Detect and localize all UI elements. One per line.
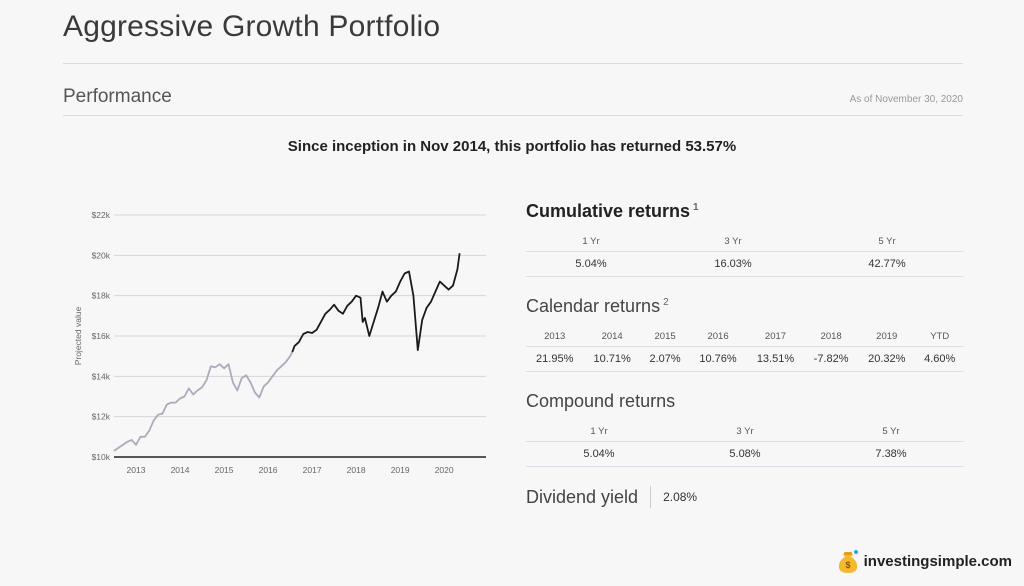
column-header: 3 Yr xyxy=(656,232,811,252)
return-value: 5.04% xyxy=(526,251,657,277)
return-value: 10.71% xyxy=(583,346,641,372)
y-tick-label: $16k xyxy=(92,331,111,341)
divider xyxy=(650,486,652,508)
historical-value-line xyxy=(113,351,294,452)
x-tick-label: 2018 xyxy=(347,465,366,475)
column-header: 5 Yr xyxy=(818,422,964,442)
y-axis-label: Projected value xyxy=(73,306,83,365)
return-value: 4.60% xyxy=(915,346,964,372)
cumulative-returns-title: Cumulative returns 1 xyxy=(526,201,699,221)
column-header: 1 Yr xyxy=(526,422,672,442)
x-tick-label: 2014 xyxy=(171,465,190,475)
page-title: Aggressive Growth Portfolio xyxy=(63,10,441,43)
return-value: 5.04% xyxy=(526,441,672,467)
projected-value-chart: $10k $12k $14k $16k $18k $20k $22k 2013 2014 2015… xyxy=(73,210,486,475)
dividend-yield-value: 2.08% xyxy=(663,490,698,504)
column-header: 2019 xyxy=(858,327,916,347)
x-tick-label: 2015 xyxy=(215,465,234,475)
return-value: 7.38% xyxy=(818,441,964,467)
return-value: 21.95% xyxy=(526,346,584,372)
column-header: 2014 xyxy=(583,327,641,347)
y-tick-label: $12k xyxy=(92,412,111,422)
money-bag-icon: $ xyxy=(838,550,858,573)
column-header: 1 Yr xyxy=(526,232,657,252)
y-tick-label: $10k xyxy=(92,452,111,462)
column-header: 2015 xyxy=(640,327,690,347)
column-header: 2016 xyxy=(689,327,747,347)
y-tick-label: $18k xyxy=(92,291,111,301)
x-tick-label: 2016 xyxy=(259,465,278,475)
divider xyxy=(63,63,963,64)
return-value: 16.03% xyxy=(656,251,811,277)
dividend-yield-label: Dividend yield xyxy=(526,486,639,507)
x-tick-label: 2013 xyxy=(127,465,146,475)
return-value: 5.08% xyxy=(672,441,818,467)
calendar-returns-table: 2013 2014 2015 2016 2017 2018 2019 YTD 21.95% 10… xyxy=(526,327,964,372)
dividend-yield: Dividend yield 2.08% xyxy=(526,486,697,508)
y-tick-label: $20k xyxy=(92,250,111,260)
y-tick-label: $22k xyxy=(92,210,111,220)
column-header: 5 Yr xyxy=(810,232,964,252)
performance-headline: Since inception in Nov 2014, this portfo… xyxy=(287,138,737,155)
column-header: 2018 xyxy=(804,327,859,347)
return-value: 42.77% xyxy=(810,251,964,277)
brand-logo[interactable]: $ investingsimple.com xyxy=(836,548,1012,574)
brand-name: investingsimple.com xyxy=(863,552,1012,570)
y-tick-label: $14k xyxy=(92,371,111,381)
cumulative-returns-table: 1 Yr 3 Yr 5 Yr 5.04% 16.03% 42.77% xyxy=(526,232,964,277)
footnote-1: 1 xyxy=(693,202,699,213)
compound-returns-table: 1 Yr 3 Yr 5 Yr 5.04% 5.08% 7.38% xyxy=(526,422,964,467)
return-value: -7.82% xyxy=(804,346,859,372)
as-of-date: As of November 30, 2020 xyxy=(849,94,963,105)
return-value: 2.07% xyxy=(640,346,690,372)
return-value: 13.51% xyxy=(746,346,805,372)
column-header: 2017 xyxy=(746,327,805,347)
portfolio-value-line xyxy=(291,253,461,353)
compound-returns-title: Compound returns xyxy=(526,391,676,411)
x-tick-label: 2017 xyxy=(303,465,322,475)
x-tick-label: 2019 xyxy=(391,465,410,475)
column-header: YTD xyxy=(915,327,964,347)
calendar-returns-title: Calendar returns 2 xyxy=(526,296,669,316)
x-tick-label: 2020 xyxy=(435,465,454,475)
footnote-2: 2 xyxy=(663,297,669,308)
section-title-performance: Performance xyxy=(63,86,172,107)
return-value: 20.32% xyxy=(858,346,916,372)
return-value: 10.76% xyxy=(689,346,747,372)
svg-text:$: $ xyxy=(845,560,850,570)
divider xyxy=(63,115,963,116)
column-header: 3 Yr xyxy=(672,422,818,442)
column-header: 2013 xyxy=(526,327,584,347)
